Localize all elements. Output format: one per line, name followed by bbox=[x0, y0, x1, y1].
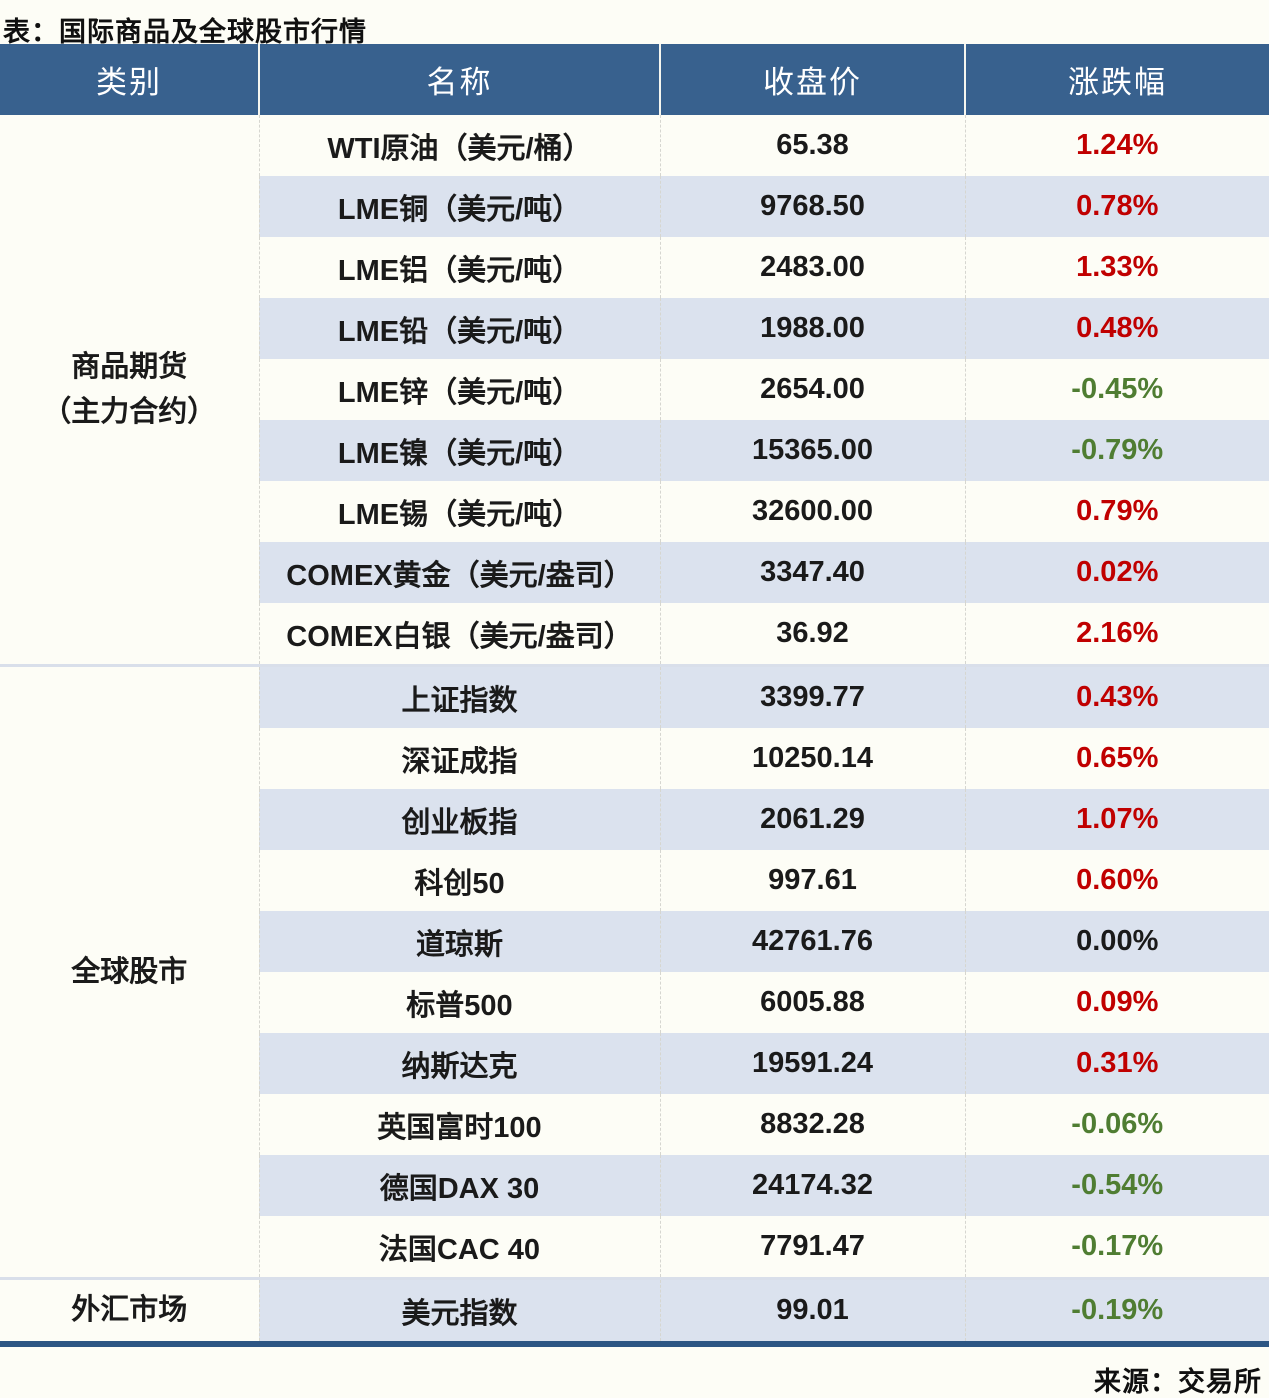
category-cell: 商品期货 （主力合约） bbox=[0, 115, 259, 666]
table-row: LME铝（美元/吨） 2483.00 1.33% bbox=[0, 237, 1269, 298]
name-cell: 创业板指 bbox=[258, 789, 660, 850]
close-price-cell: 24174.32 bbox=[659, 1155, 965, 1216]
name-cell: WTI原油（美元/桶） bbox=[258, 115, 660, 176]
name-cell: 深证成指 bbox=[258, 728, 660, 789]
change-percent-cell: 0.02% bbox=[964, 542, 1269, 603]
change-percent-cell: 0.79% bbox=[964, 481, 1269, 542]
name-cell: COMEX黄金（美元/盎司） bbox=[258, 542, 660, 603]
name-cell: 科创50 bbox=[258, 850, 660, 911]
table-row: 标普500 6005.88 0.09% bbox=[0, 972, 1269, 1033]
name-cell: LME铜（美元/吨） bbox=[258, 176, 660, 237]
change-percent-cell: -0.45% bbox=[964, 359, 1269, 420]
change-percent-cell: 0.78% bbox=[964, 176, 1269, 237]
category-cell: 全球股市 bbox=[0, 664, 259, 1279]
category-line: 全球股市 bbox=[71, 955, 188, 988]
category-line: 商品期货 bbox=[71, 350, 188, 383]
name-cell: LME铝（美元/吨） bbox=[258, 237, 660, 298]
table-row: LME锡（美元/吨） 32600.00 0.79% bbox=[0, 481, 1269, 542]
name-cell: 上证指数 bbox=[258, 664, 660, 728]
table-row: LME铜（美元/吨） 9768.50 0.78% bbox=[0, 176, 1269, 237]
table-row: 科创50 997.61 0.60% bbox=[0, 850, 1269, 911]
close-price-cell: 3347.40 bbox=[659, 542, 965, 603]
table-row: 外汇市场 美元指数 99.01 -0.19% bbox=[0, 1277, 1269, 1344]
name-cell: LME镍（美元/吨） bbox=[258, 420, 660, 481]
table-row: LME锌（美元/吨） 2654.00 -0.45% bbox=[0, 359, 1269, 420]
table-row: 法国CAC 40 7791.47 -0.17% bbox=[0, 1216, 1269, 1279]
close-price-cell: 99.01 bbox=[659, 1277, 965, 1344]
table-row: COMEX白银（美元/盎司） 36.92 2.16% bbox=[0, 603, 1269, 666]
close-price-cell: 7791.47 bbox=[659, 1216, 965, 1279]
name-cell: LME锡（美元/吨） bbox=[258, 481, 660, 542]
column-header-change: 涨跌幅 bbox=[964, 44, 1269, 115]
table-row: LME铅（美元/吨） 1988.00 0.48% bbox=[0, 298, 1269, 359]
close-price-cell: 2061.29 bbox=[659, 789, 965, 850]
close-price-cell: 9768.50 bbox=[659, 176, 965, 237]
close-price-cell: 42761.76 bbox=[659, 911, 965, 972]
change-percent-cell: -0.19% bbox=[964, 1277, 1269, 1344]
name-cell: LME锌（美元/吨） bbox=[258, 359, 660, 420]
change-percent-cell: 0.09% bbox=[964, 972, 1269, 1033]
column-header-close: 收盘价 bbox=[659, 44, 965, 115]
category-line: （主力合约） bbox=[42, 395, 217, 428]
change-percent-cell: 0.48% bbox=[964, 298, 1269, 359]
change-percent-cell: -0.17% bbox=[964, 1216, 1269, 1279]
table-row: LME镍（美元/吨） 15365.00 -0.79% bbox=[0, 420, 1269, 481]
table-row: COMEX黄金（美元/盎司） 3347.40 0.02% bbox=[0, 542, 1269, 603]
change-percent-cell: 0.31% bbox=[964, 1033, 1269, 1094]
table-row: 道琼斯 42761.76 0.00% bbox=[0, 911, 1269, 972]
close-price-cell: 36.92 bbox=[659, 603, 965, 666]
close-price-cell: 19591.24 bbox=[659, 1033, 965, 1094]
name-cell: 道琼斯 bbox=[258, 911, 660, 972]
table-row: 商品期货 （主力合约） WTI原油（美元/桶） 65.38 1.24% bbox=[0, 115, 1269, 666]
name-cell: 法国CAC 40 bbox=[258, 1216, 660, 1279]
change-percent-cell: 1.33% bbox=[964, 237, 1269, 298]
close-price-cell: 1988.00 bbox=[659, 298, 965, 359]
close-price-cell: 15365.00 bbox=[659, 420, 965, 481]
name-cell: COMEX白银（美元/盎司） bbox=[258, 603, 660, 666]
header-row: 类别 名称 收盘价 涨跌幅 bbox=[0, 44, 1269, 115]
close-price-cell: 32600.00 bbox=[659, 481, 965, 542]
category-line: 外汇市场 bbox=[71, 1294, 188, 1327]
table-row: 全球股市 上证指数 3399.77 0.43% bbox=[0, 664, 1269, 1279]
table-row: 创业板指 2061.29 1.07% bbox=[0, 789, 1269, 850]
change-percent-cell: 1.24% bbox=[964, 115, 1269, 176]
name-cell: 德国DAX 30 bbox=[258, 1155, 660, 1216]
table-row: 英国富时100 8832.28 -0.06% bbox=[0, 1094, 1269, 1155]
close-price-cell: 2654.00 bbox=[659, 359, 965, 420]
page-title: 表：国际商品及全球股市行情 bbox=[3, 17, 367, 47]
name-cell: 英国富时100 bbox=[258, 1094, 660, 1155]
close-price-cell: 997.61 bbox=[659, 850, 965, 911]
change-percent-cell: 0.60% bbox=[964, 850, 1269, 911]
name-cell: 纳斯达克 bbox=[258, 1033, 660, 1094]
name-cell: LME铅（美元/吨） bbox=[258, 298, 660, 359]
close-price-cell: 2483.00 bbox=[659, 237, 965, 298]
table-body: 商品期货 （主力合约） WTI原油（美元/桶） 65.38 1.24% LME铜（美元/吨… bbox=[0, 115, 1269, 1344]
close-price-cell: 8832.28 bbox=[659, 1094, 965, 1155]
change-percent-cell: -0.79% bbox=[964, 420, 1269, 481]
close-price-cell: 6005.88 bbox=[659, 972, 965, 1033]
change-percent-cell: -0.06% bbox=[964, 1094, 1269, 1155]
source-note: 来源：交易所 bbox=[1094, 1367, 1262, 1397]
table-row: 纳斯达克 19591.24 0.31% bbox=[0, 1033, 1269, 1094]
change-percent-cell: 1.07% bbox=[964, 789, 1269, 850]
category-cell: 外汇市场 bbox=[0, 1277, 259, 1344]
column-header-category: 类别 bbox=[0, 44, 259, 115]
column-header-name: 名称 bbox=[258, 44, 660, 115]
change-percent-cell: 0.43% bbox=[964, 664, 1269, 728]
name-cell: 标普500 bbox=[258, 972, 660, 1033]
change-percent-cell: 0.65% bbox=[964, 728, 1269, 789]
change-percent-cell: 2.16% bbox=[964, 603, 1269, 666]
close-price-cell: 3399.77 bbox=[659, 664, 965, 728]
close-price-cell: 65.38 bbox=[659, 115, 965, 176]
change-percent-cell: 0.00% bbox=[964, 911, 1269, 972]
table-row: 德国DAX 30 24174.32 -0.54% bbox=[0, 1155, 1269, 1216]
change-percent-cell: -0.54% bbox=[964, 1155, 1269, 1216]
market-table: 类别 名称 收盘价 涨跌幅 商品期货 （主力合约） WTI原油（美元/桶） 65.38… bbox=[0, 44, 1269, 1347]
table-row: 深证成指 10250.14 0.65% bbox=[0, 728, 1269, 789]
name-cell: 美元指数 bbox=[258, 1277, 660, 1344]
close-price-cell: 10250.14 bbox=[659, 728, 965, 789]
